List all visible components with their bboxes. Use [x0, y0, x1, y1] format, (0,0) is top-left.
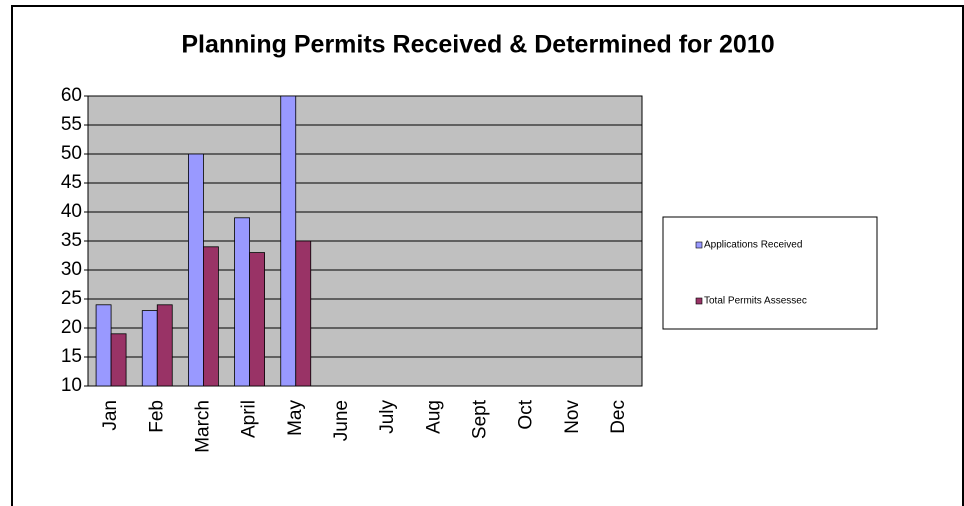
- bar: [156, 304, 173, 387]
- y-tick-label: 30: [61, 259, 82, 280]
- y-tick-label: 55: [61, 114, 82, 135]
- y-tick-label: 20: [61, 317, 82, 338]
- y-tick-label: 25: [61, 288, 82, 309]
- bar: [249, 252, 265, 387]
- x-tick-label: Oct: [516, 399, 537, 429]
- x-tick-label: Jan: [100, 400, 121, 431]
- bar: [280, 95, 297, 387]
- bar: [141, 310, 158, 387]
- bar: [95, 304, 112, 387]
- bar: [295, 240, 312, 387]
- x-tick-label: Aug: [423, 400, 444, 434]
- x-tick-label: March: [192, 400, 213, 453]
- y-tick-label: 45: [61, 172, 82, 193]
- y-tick-label: 10: [61, 375, 82, 396]
- bar: [188, 153, 204, 387]
- x-tick-label: July: [377, 400, 398, 434]
- legend-box: [662, 216, 878, 330]
- y-tick-label: 40: [61, 201, 82, 222]
- y-tick-label: 15: [61, 346, 82, 367]
- x-tick-label: April: [239, 400, 260, 438]
- chart-title: Planning Permits Received & Determined f…: [181, 31, 774, 59]
- y-tick-label: 60: [61, 85, 82, 106]
- y-tick-label: 35: [61, 230, 82, 251]
- legend-label: Total Permits Assessec: [704, 296, 807, 307]
- bar: [234, 217, 250, 387]
- x-tick-label: June: [331, 400, 352, 441]
- y-tick-label: 50: [61, 143, 82, 164]
- chart-frame: [11, 5, 964, 506]
- x-tick-label: Dec: [608, 400, 629, 434]
- x-tick-label: Sept: [469, 399, 490, 439]
- bar: [203, 246, 219, 387]
- legend-label: Applications Received: [704, 240, 802, 251]
- bar: [110, 333, 127, 387]
- legend-swatch: [695, 241, 703, 249]
- x-tick-label: May: [285, 400, 306, 436]
- legend-swatch: [695, 297, 703, 305]
- x-tick-label: Feb: [146, 400, 167, 433]
- x-tick-label: Nov: [562, 400, 583, 434]
